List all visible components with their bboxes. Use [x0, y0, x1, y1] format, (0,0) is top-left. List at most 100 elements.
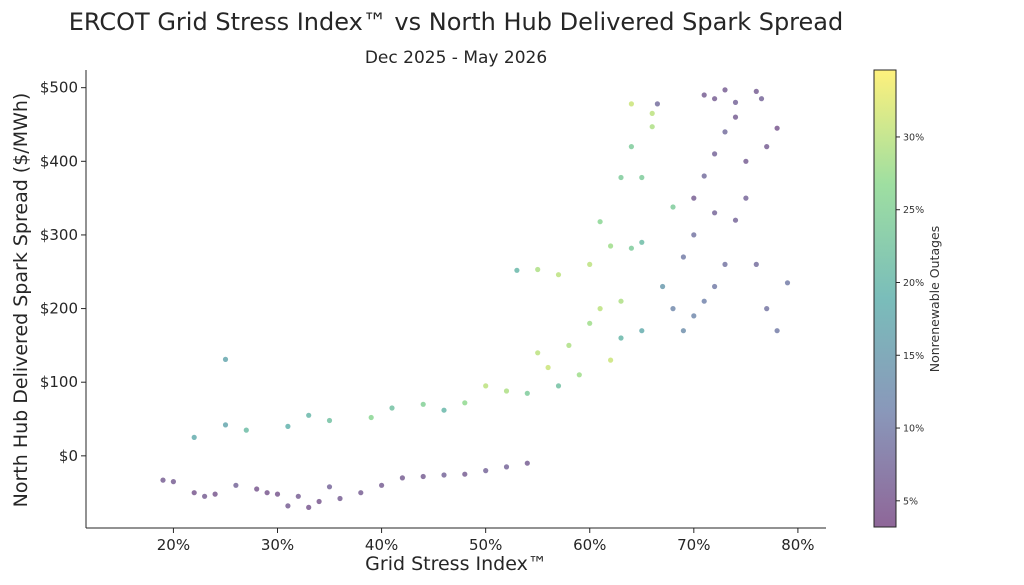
scatter-point — [701, 173, 707, 179]
y-tick-label: $400 — [40, 152, 78, 170]
x-axis-label: Grid Stress Index™ — [365, 553, 547, 575]
x-tick-label: 30% — [261, 536, 294, 554]
x-tick-label: 40% — [365, 536, 398, 554]
scatter-point — [670, 204, 676, 210]
scatter-point — [587, 261, 593, 267]
scatter-point — [441, 407, 447, 413]
scatter-point — [222, 422, 229, 428]
colorbar-gradient — [873, 69, 897, 528]
scatter-point — [420, 401, 426, 407]
colorbar-tick-label: 10% — [903, 424, 924, 435]
scatter-point — [160, 477, 166, 483]
scatter-point — [764, 306, 770, 312]
chart-title: ERCOT Grid Stress Index™ vs North Hub De… — [69, 8, 843, 36]
scatter-point — [243, 427, 249, 433]
scatter-point — [712, 96, 718, 102]
plot-area — [160, 87, 791, 510]
scatter-point — [483, 468, 489, 474]
scatter-point — [712, 283, 718, 290]
scatter-point — [483, 383, 489, 389]
scatter-point — [576, 372, 582, 378]
scatter-point — [722, 129, 728, 135]
scatter-point — [368, 414, 374, 421]
scatter-point — [503, 464, 510, 470]
scatter-point — [712, 210, 718, 216]
scatter-point — [597, 219, 603, 225]
scatter-point — [597, 306, 603, 312]
scatter-point — [587, 320, 593, 326]
colorbar: 5% 10% 15% 20% 25% 30% — [873, 69, 924, 528]
scatter-point — [555, 272, 562, 278]
scatter-point — [295, 493, 301, 499]
colorbar-tick-label: 15% — [903, 351, 924, 362]
scatter-point — [191, 490, 197, 496]
scatter-point — [535, 266, 541, 273]
scatter-point — [660, 283, 666, 290]
x-tick-label: 80% — [781, 536, 814, 554]
y-tick-label: $300 — [40, 226, 78, 244]
scatter-point — [628, 144, 635, 150]
scatter-point — [608, 357, 614, 363]
y-tick-label: $100 — [40, 373, 78, 391]
scatter-point — [358, 490, 364, 496]
scatter-point — [639, 239, 645, 245]
colorbar-tick-label: 5% — [903, 496, 918, 507]
scatter-point — [264, 490, 270, 496]
scatter-point — [701, 92, 707, 98]
scatter-point — [639, 174, 645, 181]
x-tick-label: 20% — [157, 536, 190, 554]
scatter-point — [649, 124, 655, 130]
scatter-point — [732, 99, 739, 105]
colorbar-tick-label: 20% — [903, 278, 924, 289]
scatter-point — [462, 400, 468, 406]
scatter-point — [285, 503, 291, 509]
y-tick-label: $200 — [40, 300, 78, 318]
scatter-point — [420, 473, 426, 480]
scatter-point — [285, 423, 291, 429]
x-tick-label: 50% — [469, 536, 502, 554]
scatter-point — [337, 495, 343, 502]
scatter-point — [524, 460, 530, 466]
scatter-point — [212, 491, 218, 497]
scatter-point — [535, 350, 541, 356]
colorbar-tick-label: 25% — [903, 205, 924, 216]
scatter-point — [608, 243, 614, 249]
scatter-point — [701, 298, 707, 304]
scatter-point — [326, 484, 333, 490]
scatter-point — [441, 472, 447, 478]
scatter-point — [462, 471, 468, 477]
scatter-point — [399, 475, 405, 481]
scatter-point — [722, 87, 728, 93]
scatter-point — [743, 158, 749, 164]
scatter-point — [628, 101, 635, 107]
scatter-point — [514, 267, 520, 273]
scatter-point — [680, 328, 687, 334]
scatter-point — [753, 261, 759, 267]
scatter-point — [774, 125, 780, 131]
scatter-point — [784, 280, 791, 286]
scatter-point — [233, 482, 239, 488]
scatter-point — [545, 364, 551, 371]
scatter-point — [618, 335, 624, 341]
colorbar-label: Nonrenewable Outages — [927, 226, 942, 373]
chart-subtitle: Dec 2025 - May 2026 — [365, 48, 547, 68]
scatter-point — [691, 232, 697, 238]
scatter-point — [170, 479, 176, 485]
scatter-point — [566, 342, 572, 348]
scatter-point — [191, 434, 197, 440]
scatter-point — [691, 195, 697, 201]
scatter-point — [389, 405, 395, 411]
scatter-point — [274, 491, 281, 497]
scatter-point — [670, 306, 676, 312]
scatter-point — [503, 388, 510, 394]
y-tick-label: $0 — [59, 447, 78, 465]
scatter-point — [732, 217, 739, 223]
scatter-point — [254, 486, 260, 492]
scatter-point — [202, 493, 208, 499]
scatter-point — [628, 245, 635, 251]
scatter-point — [639, 328, 645, 334]
scatter-point — [758, 96, 765, 102]
y-tick-label: $500 — [40, 79, 78, 97]
scatter-point — [680, 254, 687, 260]
